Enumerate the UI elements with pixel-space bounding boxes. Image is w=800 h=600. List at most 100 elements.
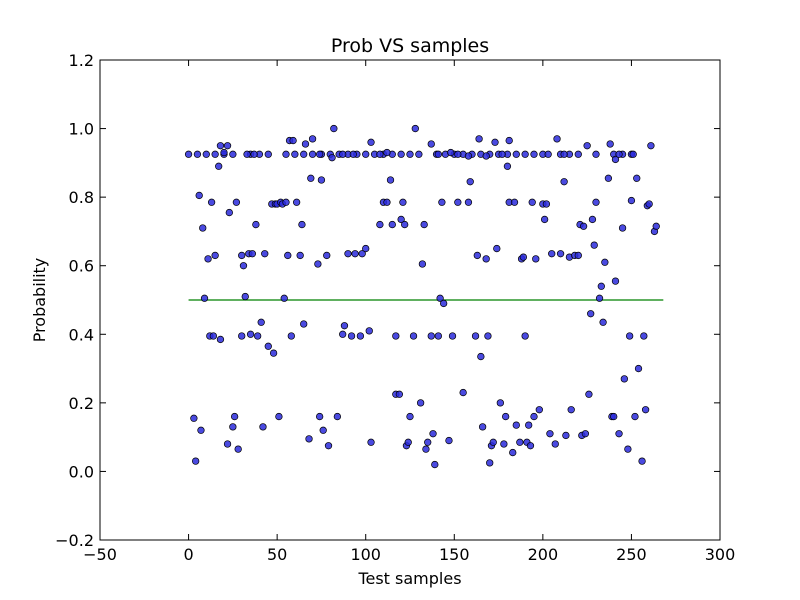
data-point xyxy=(521,332,529,340)
data-point xyxy=(581,430,590,438)
data-point xyxy=(250,150,258,158)
data-point xyxy=(392,332,400,340)
data-point xyxy=(317,176,326,184)
data-point xyxy=(248,250,256,258)
data-point xyxy=(464,198,473,206)
data-point xyxy=(314,260,322,268)
data-point xyxy=(340,322,349,330)
data-point xyxy=(415,150,423,158)
data-point xyxy=(204,255,212,263)
data-point xyxy=(611,155,620,164)
data-point xyxy=(232,198,241,206)
data-point xyxy=(356,332,365,340)
data-point xyxy=(365,327,373,335)
data-point xyxy=(401,220,409,229)
data-point xyxy=(307,174,315,182)
data-point xyxy=(484,332,492,340)
data-point xyxy=(376,150,384,158)
data-point xyxy=(300,150,308,158)
data-point xyxy=(496,399,504,407)
data-point xyxy=(641,406,650,414)
data-point xyxy=(553,135,561,143)
data-point xyxy=(388,220,396,229)
data-point xyxy=(200,294,209,302)
data-point xyxy=(447,148,455,157)
data-point xyxy=(574,251,582,260)
data-point xyxy=(647,142,655,150)
data-point xyxy=(324,442,333,450)
data-point xyxy=(190,414,198,422)
data-point xyxy=(473,251,481,260)
y-axis-title: Probability xyxy=(30,258,49,343)
data-point xyxy=(546,430,554,438)
data-point xyxy=(416,399,425,407)
data-point xyxy=(344,250,352,258)
data-point xyxy=(528,198,536,206)
data-point xyxy=(512,421,520,429)
data-point xyxy=(466,178,474,186)
data-point xyxy=(264,342,272,350)
data-point xyxy=(420,220,428,229)
data-point xyxy=(351,250,359,258)
plot-frame xyxy=(99,59,721,541)
data-point xyxy=(448,332,457,340)
y-tick-label: 0.2 xyxy=(69,394,94,413)
data-point xyxy=(269,349,278,357)
data-point xyxy=(330,124,338,133)
data-point xyxy=(229,150,237,158)
data-point xyxy=(386,176,395,184)
data-point xyxy=(502,412,510,421)
data-point xyxy=(211,150,219,158)
data-point xyxy=(482,152,490,160)
x-tick-label: 250 xyxy=(616,545,647,564)
data-point xyxy=(500,440,508,448)
data-point xyxy=(634,364,643,373)
data-point xyxy=(486,459,494,467)
data-point xyxy=(556,250,565,258)
data-point xyxy=(615,150,623,158)
data-point xyxy=(202,150,210,158)
data-point xyxy=(239,262,248,270)
data-point xyxy=(195,191,203,200)
data-point xyxy=(261,250,269,258)
y-tick-label: 0.8 xyxy=(69,188,94,207)
data-point xyxy=(257,318,265,326)
data-point xyxy=(316,150,324,158)
data-point xyxy=(422,445,430,453)
data-point xyxy=(184,150,193,158)
data-point xyxy=(323,251,331,260)
data-point xyxy=(595,294,604,302)
data-point xyxy=(464,152,473,160)
data-point xyxy=(383,148,391,157)
data-point xyxy=(601,258,609,266)
y-tick-label: 0.6 xyxy=(69,257,94,276)
data-point xyxy=(383,198,391,206)
data-point xyxy=(215,162,223,170)
data-point xyxy=(282,150,290,158)
data-point xyxy=(367,438,375,446)
data-point xyxy=(535,406,543,414)
data-points xyxy=(184,124,660,469)
data-point xyxy=(521,150,529,158)
data-point xyxy=(291,150,299,158)
data-point xyxy=(454,150,462,158)
data-point xyxy=(583,142,591,150)
data-point xyxy=(551,440,559,448)
data-point xyxy=(454,198,462,206)
data-point xyxy=(234,445,242,453)
data-point xyxy=(358,250,366,258)
data-point xyxy=(347,332,356,340)
data-point xyxy=(592,198,600,206)
data-point xyxy=(328,154,336,162)
data-point xyxy=(284,251,292,260)
data-point xyxy=(438,198,446,206)
data-point xyxy=(652,222,660,230)
data-point xyxy=(362,244,370,253)
data-point xyxy=(491,138,499,146)
data-point xyxy=(482,255,490,263)
data-point xyxy=(631,412,639,421)
data-point xyxy=(406,412,414,421)
data-point xyxy=(606,140,614,148)
data-point xyxy=(436,294,444,302)
